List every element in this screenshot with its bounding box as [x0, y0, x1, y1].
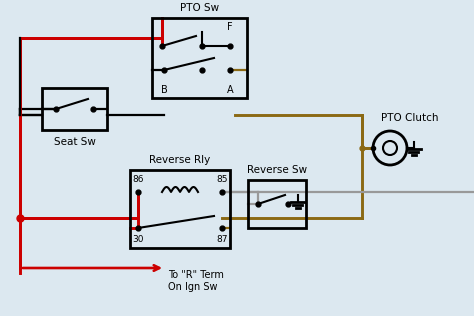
Text: Reverse Sw: Reverse Sw: [247, 165, 307, 175]
Text: Reverse Rly: Reverse Rly: [149, 155, 210, 165]
Text: A: A: [227, 85, 233, 95]
Text: Seat Sw: Seat Sw: [54, 137, 95, 147]
Text: PTO Sw: PTO Sw: [180, 3, 219, 13]
Text: To "R" Term
On Ign Sw: To "R" Term On Ign Sw: [168, 270, 224, 292]
Bar: [42, 88, 107, 130]
Bar: [152, 18, 247, 98]
Bar: [248, 180, 306, 228]
Text: B: B: [161, 85, 167, 95]
Text: 87: 87: [216, 235, 228, 245]
Bar: [130, 170, 230, 248]
Text: 86: 86: [132, 175, 144, 185]
Text: 30: 30: [132, 235, 144, 245]
Text: 85: 85: [216, 175, 228, 185]
Text: F: F: [227, 22, 233, 32]
Text: PTO Clutch: PTO Clutch: [381, 113, 439, 123]
